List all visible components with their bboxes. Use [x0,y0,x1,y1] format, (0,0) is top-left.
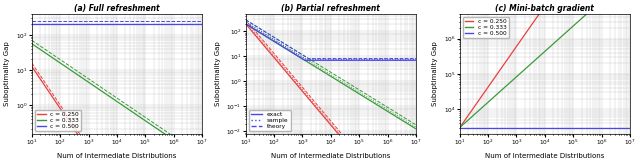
Y-axis label: Suboptimality Gap: Suboptimality Gap [4,42,10,106]
Legend: c = 0.250, c = 0.333, c = 0.500: c = 0.250, c = 0.333, c = 0.500 [463,17,509,38]
Title: (c) Mini-batch gradient: (c) Mini-batch gradient [495,4,595,13]
Title: (a) Full refreshment: (a) Full refreshment [74,4,160,13]
Legend: exact, sample, theory: exact, sample, theory [249,110,291,131]
Y-axis label: Suboptimality Gap: Suboptimality Gap [215,42,221,106]
X-axis label: Num of Intermediate Distributions: Num of Intermediate Distributions [485,153,605,159]
X-axis label: Num of Intermediate Distributions: Num of Intermediate Distributions [271,153,390,159]
Legend: c = 0.250, c = 0.333, c = 0.500: c = 0.250, c = 0.333, c = 0.500 [35,110,81,131]
Title: (b) Partial refreshment: (b) Partial refreshment [282,4,380,13]
Y-axis label: Suboptimality Gap: Suboptimality Gap [432,42,438,106]
X-axis label: Num of Intermediate Distributions: Num of Intermediate Distributions [57,153,177,159]
